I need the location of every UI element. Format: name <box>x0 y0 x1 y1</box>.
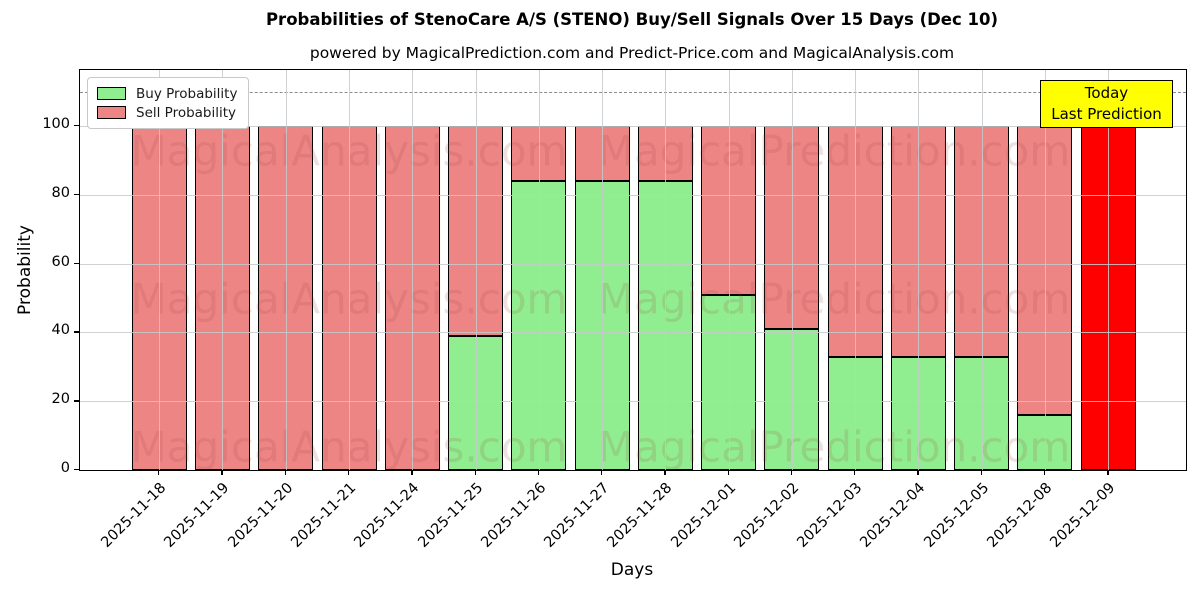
grid-line-vertical <box>159 70 161 470</box>
legend: Buy Probability Sell Probability <box>87 77 250 129</box>
y-tick-mark <box>74 400 79 402</box>
grid-line-vertical <box>981 70 983 470</box>
threshold-dashed-line <box>80 91 1186 93</box>
legend-label-buy: Buy Probability <box>136 85 238 102</box>
x-tick-mark <box>1107 470 1109 475</box>
grid-line-horizontal <box>80 126 1186 128</box>
grid-line-vertical <box>602 70 604 470</box>
x-tick-mark <box>158 470 160 475</box>
y-tick-label: 20 <box>51 391 70 408</box>
grid-line-vertical <box>791 70 793 470</box>
chart-title: Probabilities of StenoCare A/S (STENO) B… <box>265 10 999 29</box>
legend-item-buy: Buy Probability <box>97 84 237 103</box>
x-tick-mark <box>537 470 540 475</box>
y-tick-mark <box>74 331 79 333</box>
grid-line-vertical <box>412 70 414 470</box>
grid-line-horizontal <box>80 263 1186 265</box>
chart-subtitle: powered by MagicalPrediction.com and Pre… <box>309 44 955 62</box>
y-tick-label: 100 <box>42 116 70 133</box>
today-annotation-line2: Last Prediction <box>1051 105 1162 123</box>
grid-line-vertical <box>918 70 920 470</box>
x-tick-mark <box>854 470 856 475</box>
sell-swatch-icon <box>97 106 126 119</box>
y-tick-mark <box>74 262 79 264</box>
buy-swatch-icon <box>97 87 126 100</box>
x-tick-mark <box>664 470 666 475</box>
grid-line-vertical <box>665 70 667 470</box>
today-annotation-line1: Today <box>1084 84 1129 102</box>
grid-line-vertical <box>222 70 224 470</box>
grid-line-vertical <box>349 70 350 470</box>
grid-line-vertical <box>728 70 730 470</box>
y-tick-mark <box>74 125 79 127</box>
grid-line-horizontal <box>80 194 1186 196</box>
y-tick-mark <box>74 193 79 196</box>
y-tick-label: 60 <box>51 253 70 270</box>
watermark-text: MagicalPrediction.com <box>597 126 1071 176</box>
grid-line-vertical <box>285 70 287 470</box>
grid-line-horizontal <box>80 332 1186 334</box>
y-tick-label: 40 <box>51 322 70 339</box>
today-annotation-box: Today Last Prediction <box>1040 80 1173 128</box>
x-axis-label: Days <box>610 560 654 580</box>
legend-label-sell: Sell Probability <box>136 104 237 121</box>
x-tick-mark <box>917 470 919 475</box>
grid-line-vertical <box>1108 70 1110 470</box>
grid-line-vertical <box>1044 70 1046 470</box>
x-tick-mark <box>411 470 413 475</box>
plot-area: MagicalAnalysis.com MagicalPrediction.com… <box>79 69 1187 472</box>
grid-line-horizontal <box>80 401 1186 403</box>
x-tick-mark <box>1043 470 1046 475</box>
watermark-text: MagicalPrediction.com <box>597 422 1071 472</box>
y-tick-label: 0 <box>60 460 70 476</box>
x-tick-mark <box>284 470 287 475</box>
legend-item-sell: Sell Probability <box>97 103 237 122</box>
x-tick-mark <box>221 470 223 475</box>
y-tick-mark <box>74 469 79 471</box>
grid-line-vertical <box>538 70 540 470</box>
x-tick-mark <box>727 470 729 475</box>
y-tick-label: 80 <box>51 184 70 201</box>
x-tick-mark <box>601 470 603 475</box>
x-tick-mark <box>474 470 476 475</box>
x-tick-mark <box>790 470 793 475</box>
watermark-text: MagicalPrediction.com <box>597 274 1071 324</box>
grid-line-vertical <box>475 70 477 470</box>
x-tick-mark <box>348 470 350 475</box>
grid-line-vertical <box>855 70 857 470</box>
x-tick-mark <box>980 470 982 475</box>
